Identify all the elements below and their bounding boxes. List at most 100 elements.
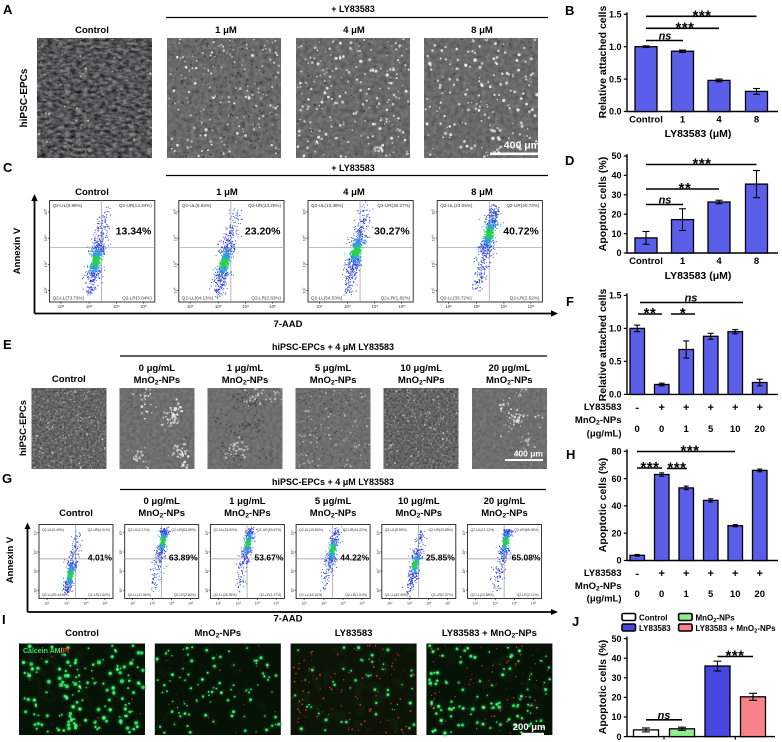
svg-text:102: 102 <box>216 601 222 605</box>
svg-text:0.0: 0.0 <box>609 390 622 400</box>
svg-text:*: * <box>680 305 686 322</box>
svg-text:hiPSC-EPCs: hiPSC-EPCs <box>18 400 29 456</box>
svg-text:102: 102 <box>205 587 209 593</box>
svg-text:20: 20 <box>611 209 621 219</box>
svg-text:MnO2-NPs: MnO2-NPs <box>575 581 622 593</box>
svg-text:4.01%: 4.01% <box>88 553 113 563</box>
svg-text:hiPSC-EPCs + 4 μM LY83583: hiPSC-EPCs + 4 μM LY83583 <box>272 342 394 352</box>
svg-text:104: 104 <box>301 235 306 241</box>
svg-text:Q2-LR(1.37%): Q2-LR(1.37%) <box>431 593 453 597</box>
svg-text:0: 0 <box>616 732 621 742</box>
svg-text:Q2-UR(30.27%): Q2-UR(30.27%) <box>377 203 410 208</box>
svg-text:105: 105 <box>43 208 48 214</box>
svg-text:Calcein AM/PI: Calcein AM/PI <box>23 648 69 655</box>
svg-text:Control: Control <box>59 508 93 519</box>
svg-text:8 μM: 8 μM <box>471 25 493 36</box>
svg-text:MnO2-NPs: MnO2-NPs <box>138 508 185 520</box>
svg-text:Q2-UR(65.08%): Q2-UR(65.08%) <box>514 528 538 532</box>
svg-text:***: *** <box>692 156 711 173</box>
svg-text:5: 5 <box>708 424 714 435</box>
svg-text:105: 105 <box>172 208 177 214</box>
svg-text:102: 102 <box>43 287 48 293</box>
svg-text:102: 102 <box>301 287 306 293</box>
svg-text:105: 105 <box>531 601 537 605</box>
svg-text:1: 1 <box>680 115 686 126</box>
svg-text:103: 103 <box>150 601 156 605</box>
svg-text:7-AAD: 7-AAD <box>273 319 302 330</box>
svg-text:102: 102 <box>291 587 295 593</box>
svg-text:***: *** <box>725 648 744 665</box>
svg-text:20: 20 <box>611 693 621 703</box>
svg-text:A: A <box>3 2 13 17</box>
svg-text:400 μm: 400 μm <box>504 140 540 152</box>
svg-text:Q2-LR(2.12%): Q2-LR(2.12%) <box>517 593 539 597</box>
svg-text:1: 1 <box>684 424 690 435</box>
svg-text:ns: ns <box>659 195 672 207</box>
svg-text:102: 102 <box>130 601 136 605</box>
svg-text:Q2-UR(23.20%): Q2-UR(23.20%) <box>248 203 281 208</box>
svg-text:10: 10 <box>730 424 741 435</box>
svg-text:Q2-LL(54.53%): Q2-LL(54.53%) <box>311 296 343 301</box>
svg-text:MnO2-NPs: MnO2-NPs <box>696 614 736 624</box>
svg-text:Q2-UR(4.01%): Q2-UR(4.01%) <box>88 528 110 532</box>
svg-text:LY83583 + MnO2-NPs: LY83583 + MnO2-NPs <box>696 624 777 634</box>
svg-text:Q2-LL(33.72%): Q2-LL(33.72%) <box>440 296 472 301</box>
svg-text:104: 104 <box>462 549 466 555</box>
svg-text:104: 104 <box>512 601 518 605</box>
svg-text:Q2-UR(63.89%): Q2-UR(63.89%) <box>171 528 195 532</box>
svg-text:104: 104 <box>83 601 89 605</box>
svg-text:hiPSC-EPCs: hiPSC-EPCs <box>19 68 30 127</box>
svg-text:Q2-UR(44.22%): Q2-UR(44.22%) <box>343 528 367 532</box>
svg-text:Q2-LR(3.04%): Q2-LR(3.04%) <box>122 296 152 301</box>
svg-text:40: 40 <box>611 501 621 511</box>
svg-text:103: 103 <box>215 304 222 309</box>
svg-text:LY83583 (μM): LY83583 (μM) <box>665 270 732 282</box>
svg-text:LY83583: LY83583 <box>584 402 622 413</box>
svg-text:Q2-UR(40.72%): Q2-UR(40.72%) <box>506 203 539 208</box>
svg-text:0 μg/mL: 0 μg/mL <box>143 496 180 507</box>
svg-text:105: 105 <box>398 304 405 309</box>
svg-text:MnO2-NPs: MnO2-NPs <box>486 375 533 387</box>
svg-text:0 μg/mL: 0 μg/mL <box>139 363 176 374</box>
svg-text:Q2-UL(15.92%): Q2-UL(15.92%) <box>213 528 237 532</box>
svg-text:Q2-LR(2.60%): Q2-LR(2.60%) <box>174 593 196 597</box>
svg-text:104: 104 <box>172 235 177 241</box>
svg-text:Q2-UL(2.17%): Q2-UL(2.17%) <box>128 528 150 532</box>
svg-text:Q2-UR(53.67%): Q2-UR(53.67%) <box>257 528 281 532</box>
svg-text:hiPSC-EPCs + 4 μM LY83583: hiPSC-EPCs + 4 μM LY83583 <box>272 477 394 487</box>
svg-text:Control: Control <box>75 25 109 36</box>
svg-text:1.0: 1.0 <box>609 324 622 334</box>
svg-text:103: 103 <box>172 261 177 267</box>
svg-text:MnO2-NPs: MnO2-NPs <box>134 375 181 387</box>
svg-text:Q2-LL(89.44%): Q2-LL(89.44%) <box>42 593 65 597</box>
svg-text:102: 102 <box>187 304 194 309</box>
svg-text:I: I <box>2 612 6 627</box>
svg-text:Q2-LL(64.13%): Q2-LL(64.13%) <box>182 296 214 301</box>
svg-text:50: 50 <box>611 151 621 161</box>
svg-text:103: 103 <box>205 568 209 574</box>
svg-text:Apoptotic cells (%): Apoptotic cells (%) <box>597 458 609 553</box>
svg-text:104: 104 <box>119 549 123 555</box>
svg-text:103: 103 <box>34 568 38 574</box>
svg-text:***: *** <box>692 8 711 25</box>
svg-text:5 μg/mL: 5 μg/mL <box>315 363 352 374</box>
svg-text:105: 105 <box>462 530 466 536</box>
svg-text:104: 104 <box>205 549 209 555</box>
svg-text:102: 102 <box>301 601 307 605</box>
svg-text:104: 104 <box>340 601 346 605</box>
svg-text:102: 102 <box>376 587 380 593</box>
svg-text:ns: ns <box>659 31 672 43</box>
svg-text:102: 102 <box>387 601 393 605</box>
svg-text:105: 105 <box>140 304 147 309</box>
svg-text:10 μg/mL: 10 μg/mL <box>398 496 440 507</box>
svg-text:13.34%: 13.34% <box>116 226 152 238</box>
svg-text:105: 105 <box>205 530 209 536</box>
svg-text:102: 102 <box>462 587 466 593</box>
svg-text:102: 102 <box>58 304 65 309</box>
svg-text:40: 40 <box>611 653 621 663</box>
svg-text:Apoptotic cells (%): Apoptotic cells (%) <box>597 157 609 252</box>
svg-text:5 μg/mL: 5 μg/mL <box>315 496 352 507</box>
svg-text:25.85%: 25.85% <box>426 553 455 563</box>
svg-text:+: + <box>732 568 738 580</box>
svg-text:0: 0 <box>635 424 640 435</box>
